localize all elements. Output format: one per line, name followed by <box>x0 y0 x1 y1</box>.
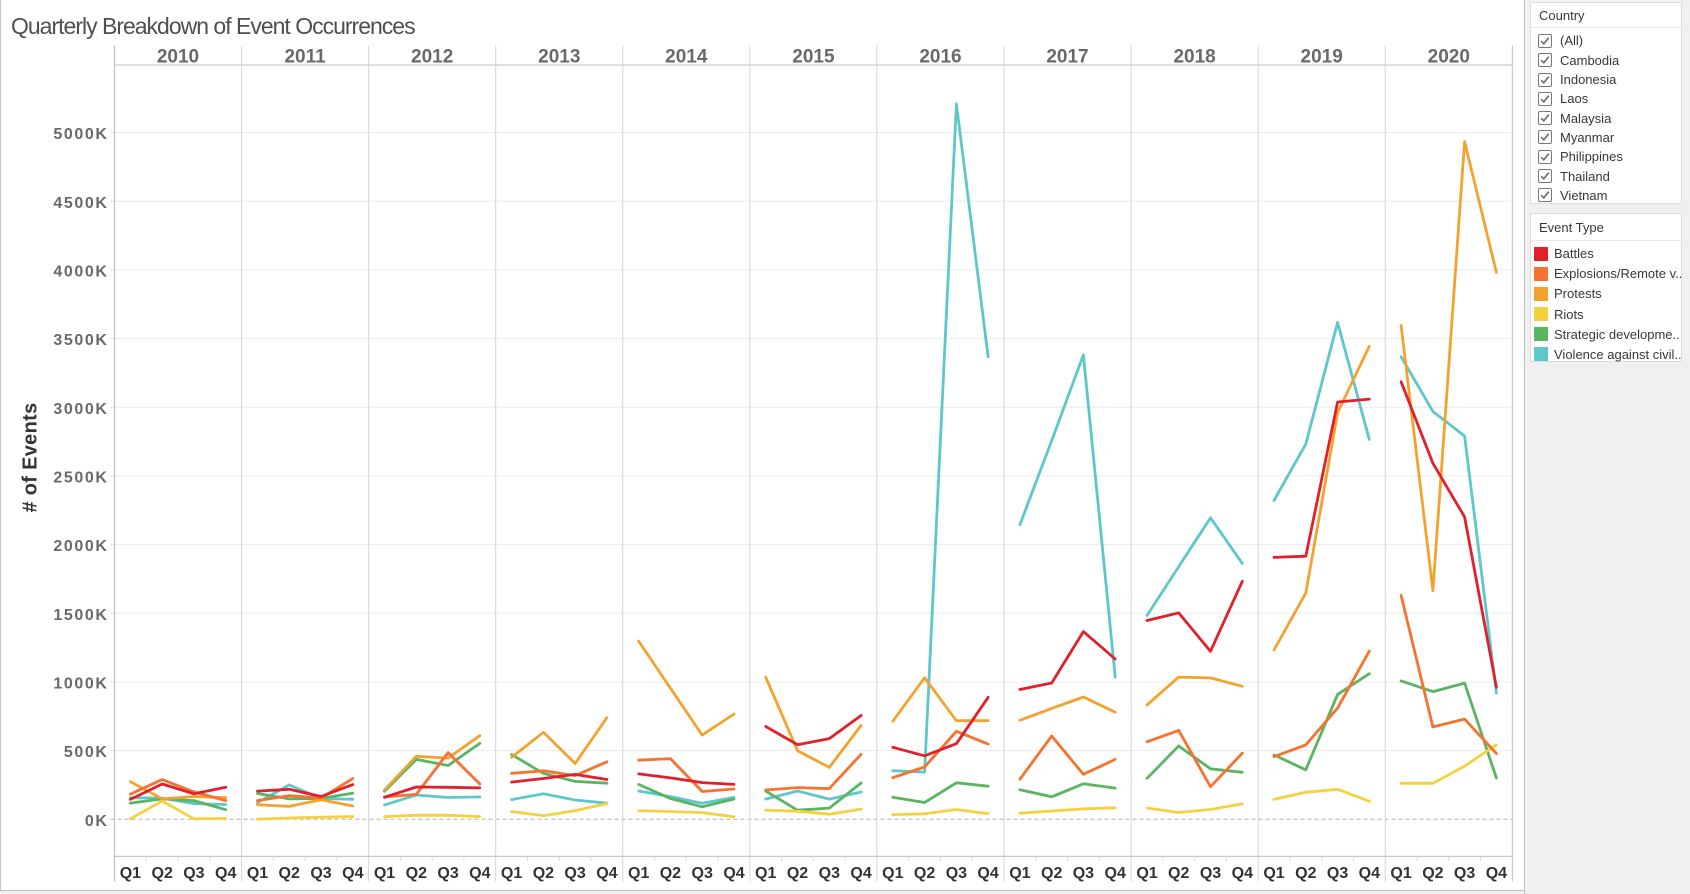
svg-text:Q1: Q1 <box>1263 865 1284 882</box>
svg-text:Q2: Q2 <box>1168 865 1189 882</box>
svg-text:2017: 2017 <box>1046 47 1088 68</box>
svg-text:Q2: Q2 <box>1422 865 1443 882</box>
svg-text:2010: 2010 <box>157 47 199 68</box>
svg-text:Q1: Q1 <box>882 865 903 882</box>
svg-text:Q3: Q3 <box>819 865 840 882</box>
svg-text:Q4: Q4 <box>596 865 617 882</box>
svg-text:4500K: 4500K <box>53 195 108 212</box>
svg-text:Q3: Q3 <box>946 865 967 882</box>
svg-text:Q1: Q1 <box>1390 865 1411 882</box>
svg-text:1500K: 1500K <box>53 607 108 624</box>
svg-text:0K: 0K <box>85 813 109 830</box>
svg-text:2018: 2018 <box>1173 47 1215 68</box>
svg-text:Q3: Q3 <box>310 865 331 882</box>
svg-text:Q3: Q3 <box>564 865 585 882</box>
svg-text:Q4: Q4 <box>1105 865 1126 882</box>
svg-text:Q3: Q3 <box>437 865 458 882</box>
svg-text:Q4: Q4 <box>215 865 236 882</box>
svg-text:Q4: Q4 <box>850 865 871 882</box>
svg-text:2500K: 2500K <box>53 469 108 486</box>
svg-text:Q1: Q1 <box>120 865 141 882</box>
svg-text:Q4: Q4 <box>723 865 744 882</box>
svg-text:Q2: Q2 <box>1295 865 1316 882</box>
svg-text:2000K: 2000K <box>53 538 108 555</box>
svg-text:2015: 2015 <box>792 47 835 68</box>
svg-text:Q2: Q2 <box>533 865 554 882</box>
svg-text:Q3: Q3 <box>1327 865 1348 882</box>
svg-text:Q2: Q2 <box>914 865 935 882</box>
svg-text:5000K: 5000K <box>53 126 108 143</box>
svg-text:Q1: Q1 <box>374 865 395 882</box>
svg-text:Q4: Q4 <box>977 865 998 882</box>
svg-text:Q1: Q1 <box>501 865 522 882</box>
svg-text:Q3: Q3 <box>692 865 713 882</box>
svg-text:Q1: Q1 <box>247 865 268 882</box>
svg-text:Q2: Q2 <box>406 865 427 882</box>
svg-text:Q1: Q1 <box>628 865 649 882</box>
svg-text:Q2: Q2 <box>1041 865 1062 882</box>
svg-text:Q1: Q1 <box>755 865 776 882</box>
svg-text:2013: 2013 <box>538 47 580 68</box>
svg-text:Q2: Q2 <box>787 865 808 882</box>
svg-text:3000K: 3000K <box>53 401 108 418</box>
svg-text:Q4: Q4 <box>1359 865 1380 882</box>
svg-text:Q2: Q2 <box>152 865 173 882</box>
svg-text:Q3: Q3 <box>1200 865 1221 882</box>
svg-text:Q4: Q4 <box>1232 865 1253 882</box>
svg-text:Q1: Q1 <box>1136 865 1157 882</box>
svg-text:Q4: Q4 <box>342 865 363 882</box>
svg-text:2011: 2011 <box>284 47 326 68</box>
svg-text:Q3: Q3 <box>1073 865 1094 882</box>
svg-text:1000K: 1000K <box>53 676 108 693</box>
svg-text:Q4: Q4 <box>469 865 490 882</box>
svg-text:4000K: 4000K <box>53 263 108 280</box>
svg-text:2014: 2014 <box>665 47 708 68</box>
svg-text:Q4: Q4 <box>1486 865 1507 882</box>
svg-text:2012: 2012 <box>411 47 453 68</box>
svg-text:Q2: Q2 <box>279 865 300 882</box>
svg-text:2016: 2016 <box>919 47 961 68</box>
svg-text:500K: 500K <box>64 744 109 761</box>
svg-text:Q2: Q2 <box>660 865 681 882</box>
svg-text:3500K: 3500K <box>53 332 108 349</box>
svg-text:Q1: Q1 <box>1009 865 1030 882</box>
svg-text:Q3: Q3 <box>1454 865 1475 882</box>
svg-text:2020: 2020 <box>1428 47 1470 68</box>
svg-text:2019: 2019 <box>1301 47 1343 68</box>
svg-text:Q3: Q3 <box>183 865 204 882</box>
